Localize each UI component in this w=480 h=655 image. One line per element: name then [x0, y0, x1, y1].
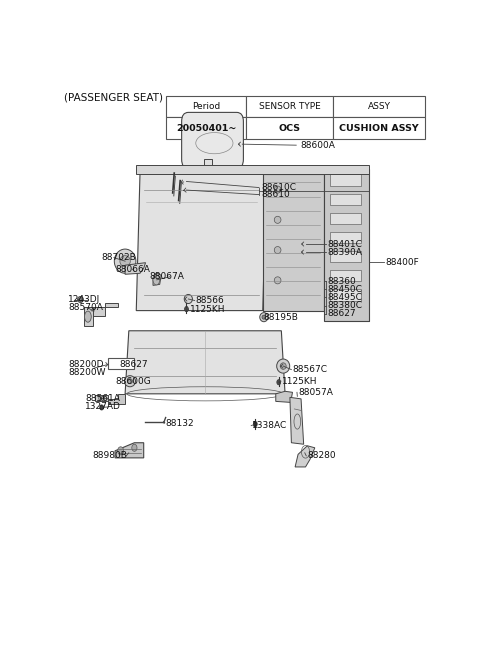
Polygon shape [263, 174, 324, 310]
Text: 88610: 88610 [261, 190, 289, 199]
Polygon shape [84, 307, 94, 326]
Ellipse shape [274, 277, 281, 284]
Text: CUSHION ASSY: CUSHION ASSY [339, 124, 419, 132]
Text: 88360: 88360 [328, 277, 357, 286]
Bar [330, 251, 361, 262]
Text: 88566: 88566 [196, 296, 225, 305]
Bar [330, 174, 361, 185]
Text: 88600G: 88600G [115, 377, 151, 386]
Text: 88702B: 88702B [101, 253, 136, 262]
Bar [330, 271, 361, 282]
Text: Period: Period [192, 102, 220, 111]
Ellipse shape [132, 444, 137, 451]
Ellipse shape [277, 380, 281, 384]
Text: 1338AC: 1338AC [252, 421, 287, 430]
Text: 1327AD: 1327AD [85, 402, 121, 411]
Text: 88132: 88132 [165, 419, 193, 428]
Text: 88495C: 88495C [328, 293, 363, 302]
Polygon shape [84, 303, 118, 316]
Polygon shape [204, 159, 212, 176]
Polygon shape [290, 398, 304, 444]
Ellipse shape [253, 422, 257, 426]
Polygon shape [108, 394, 125, 404]
Ellipse shape [274, 246, 281, 253]
Text: 88200D: 88200D [68, 360, 104, 369]
Text: 88450C: 88450C [328, 285, 363, 294]
Text: 88057A: 88057A [298, 388, 333, 397]
Text: 88200W: 88200W [68, 367, 106, 377]
Ellipse shape [118, 447, 124, 455]
Ellipse shape [120, 255, 130, 267]
Text: ASSY: ASSY [368, 102, 391, 111]
Bar [330, 194, 361, 204]
Ellipse shape [260, 312, 268, 322]
Text: 88195B: 88195B [264, 312, 299, 322]
Text: 88600A: 88600A [300, 141, 335, 150]
Text: 88401C: 88401C [328, 240, 363, 248]
Polygon shape [153, 272, 161, 286]
Ellipse shape [124, 376, 135, 386]
Text: 88980B: 88980B [93, 451, 128, 460]
Ellipse shape [184, 295, 192, 303]
Text: 88066A: 88066A [116, 265, 151, 274]
Text: OCS: OCS [279, 124, 300, 132]
Polygon shape [136, 174, 266, 310]
Text: 20050401~: 20050401~ [176, 124, 236, 132]
Text: 88570A: 88570A [68, 303, 103, 312]
Text: 88627: 88627 [120, 360, 148, 369]
Bar [330, 213, 361, 224]
Ellipse shape [100, 405, 104, 410]
Ellipse shape [153, 275, 160, 285]
Text: (PASSENGER SEAT): (PASSENGER SEAT) [64, 93, 163, 103]
Polygon shape [276, 391, 292, 402]
Text: 1243DJ: 1243DJ [68, 295, 100, 304]
Bar [136, 165, 369, 174]
Ellipse shape [77, 297, 84, 303]
Polygon shape [115, 443, 144, 458]
Ellipse shape [274, 216, 281, 223]
Bar [334, 117, 424, 139]
Ellipse shape [84, 311, 91, 322]
Bar [330, 290, 361, 301]
Ellipse shape [185, 307, 188, 312]
Text: 88627: 88627 [328, 309, 357, 318]
Bar [166, 96, 246, 117]
Text: 88561A: 88561A [85, 394, 120, 403]
Bar [166, 117, 246, 139]
Bar [246, 117, 334, 139]
Text: 1125KH: 1125KH [282, 377, 318, 386]
Text: 88610C: 88610C [261, 183, 296, 192]
Bar [246, 96, 334, 117]
Polygon shape [125, 263, 145, 274]
Bar [108, 358, 134, 369]
Polygon shape [295, 446, 315, 467]
Ellipse shape [262, 315, 266, 319]
Text: 88400F: 88400F [385, 257, 419, 267]
Bar [330, 232, 361, 243]
Ellipse shape [99, 396, 105, 401]
Ellipse shape [274, 186, 281, 193]
Ellipse shape [280, 363, 286, 369]
Bar [324, 170, 369, 321]
Text: 88280: 88280 [307, 451, 336, 460]
Text: SENSOR TYPE: SENSOR TYPE [259, 102, 321, 111]
Text: 88567C: 88567C [292, 365, 327, 374]
Text: 1125KH: 1125KH [190, 305, 225, 314]
Ellipse shape [127, 379, 132, 384]
Ellipse shape [114, 249, 136, 273]
Text: 88390A: 88390A [328, 248, 363, 257]
Polygon shape [125, 331, 285, 394]
Bar [334, 96, 424, 117]
Polygon shape [96, 396, 108, 402]
Ellipse shape [276, 359, 290, 373]
FancyBboxPatch shape [181, 113, 243, 168]
Text: 88067A: 88067A [149, 272, 184, 281]
Text: 88380C: 88380C [328, 301, 363, 310]
